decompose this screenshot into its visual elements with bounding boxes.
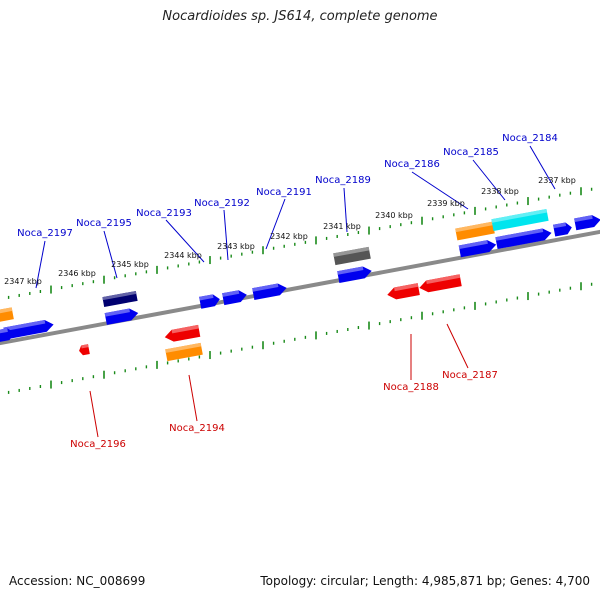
gene-feature (337, 266, 372, 283)
label-leader-line (529, 145, 556, 190)
gene-feature (199, 294, 220, 309)
gene-label-noca-2184: Noca_2184 (502, 133, 558, 144)
kbp-label-2337: 2337 kbp (538, 176, 576, 185)
gene-highlight (3, 320, 46, 332)
scale-ticks (7, 187, 593, 394)
kbp-label-2341: 2341 kbp (323, 222, 361, 231)
kbp-labels: 2337 kbp 2338 kbp 2339 kbp 2340 kbp 2341… (4, 176, 576, 286)
gene-feature (165, 342, 203, 362)
label-leader-line (165, 219, 205, 263)
gene-highlight (222, 290, 240, 297)
gene-highlight (426, 274, 461, 285)
gene-highlight (333, 246, 370, 257)
gene-feature (104, 308, 139, 325)
gene-feature (0, 307, 14, 325)
backbone (0, 229, 600, 346)
gene-arrow (252, 283, 287, 300)
gene-label-noca-2188: Noca_2188 (383, 382, 439, 393)
gene-feature (333, 246, 371, 266)
kbp-label-2344: 2344 kbp (164, 251, 202, 260)
kbp-label-2339: 2339 kbp (427, 199, 465, 208)
label-leader-line (223, 209, 229, 261)
gene-feature (79, 344, 90, 356)
gene-arrow (495, 228, 552, 250)
gene-label-noca-2189: Noca_2189 (315, 175, 371, 186)
gene-feature (387, 283, 420, 300)
label-leader-line (411, 171, 469, 210)
gene-highlight (491, 208, 548, 223)
label-leader-line (35, 240, 46, 289)
gene-feature (455, 221, 495, 241)
label-leader-line (103, 230, 118, 279)
gene-highlight (102, 290, 137, 301)
gene-label-noca-2196: Noca_2196 (70, 439, 126, 450)
gene-highlight (553, 222, 567, 229)
gene-arrow (337, 266, 372, 283)
gene-feature (574, 215, 600, 231)
gene-highlight (104, 308, 130, 317)
gene-highlight (171, 324, 199, 334)
gene-label-noca-2185: Noca_2185 (443, 147, 499, 158)
gene-highlight (337, 266, 364, 275)
kbp-label-2347: 2347 kbp (4, 277, 42, 286)
reverse-gene-labels: Noca_2187 Noca_2188 Noca_2194 Noca_2196 (70, 370, 498, 450)
gene-highlight (574, 215, 593, 223)
label-leader-line (265, 198, 286, 250)
accession-text: Accession: NC_008699 (9, 574, 146, 588)
gene-highlight (81, 344, 89, 349)
gene-highlight (0, 307, 13, 317)
gene-arrow (0, 328, 15, 343)
gene-highlight (252, 283, 279, 292)
label-leader-line (472, 159, 506, 201)
kbp-label-2346: 2346 kbp (58, 269, 96, 278)
gene-feature (491, 208, 549, 232)
gene-highlight (0, 328, 8, 335)
gene-feature (102, 290, 138, 308)
gene-label-noca-2194: Noca_2194 (169, 423, 225, 434)
backbone-line (0, 229, 600, 346)
label-leaders (35, 145, 556, 438)
gene-highlight (458, 240, 488, 250)
gene-arrow (3, 320, 54, 340)
gene-highlight (495, 228, 544, 241)
gene-feature (0, 328, 15, 343)
genome-stats-text: Topology: circular; Length: 4,985,871 bp… (260, 574, 590, 588)
label-leader-line (188, 374, 198, 422)
gene-highlight (165, 342, 202, 353)
label-leader-line (89, 390, 99, 438)
gene-label-noca-2192: Noca_2192 (194, 198, 250, 209)
gene-feature (495, 228, 552, 250)
gene-feature (164, 324, 201, 342)
gene-label-noca-2193: Noca_2193 (136, 208, 192, 219)
gene-highlight (394, 283, 419, 292)
gene-features (0, 208, 600, 362)
gene-feature (419, 274, 462, 293)
gene-feature (3, 320, 54, 340)
gene-label-noca-2195: Noca_2195 (76, 218, 132, 229)
gene-highlight (455, 221, 494, 233)
gene-highlight (199, 294, 214, 301)
kbp-label-2338: 2338 kbp (481, 187, 519, 196)
gene-feature (553, 222, 572, 237)
gene-feature (252, 283, 287, 300)
label-leader-line (343, 187, 348, 233)
gene-label-noca-2197: Noca_2197 (17, 228, 73, 239)
kbp-label-2343: 2343 kbp (217, 242, 255, 251)
gene-label-noca-2191: Noca_2191 (256, 187, 312, 198)
map-title: Nocardioides sp. JS614, complete genome (162, 9, 438, 24)
gene-label-noca-2187: Noca_2187 (442, 370, 498, 381)
gene-feature (458, 240, 497, 258)
kbp-label-2340: 2340 kbp (375, 211, 413, 220)
kbp-label-2342: 2342 kbp (270, 232, 308, 241)
kbp-label-2345: 2345 kbp (111, 260, 149, 269)
gene-label-noca-2186: Noca_2186 (384, 159, 440, 170)
forward-gene-labels: Noca_2184 Noca_2185 Noca_2186 Noca_2189 … (17, 133, 558, 239)
label-leader-line (446, 323, 469, 369)
gene-feature (222, 290, 247, 306)
